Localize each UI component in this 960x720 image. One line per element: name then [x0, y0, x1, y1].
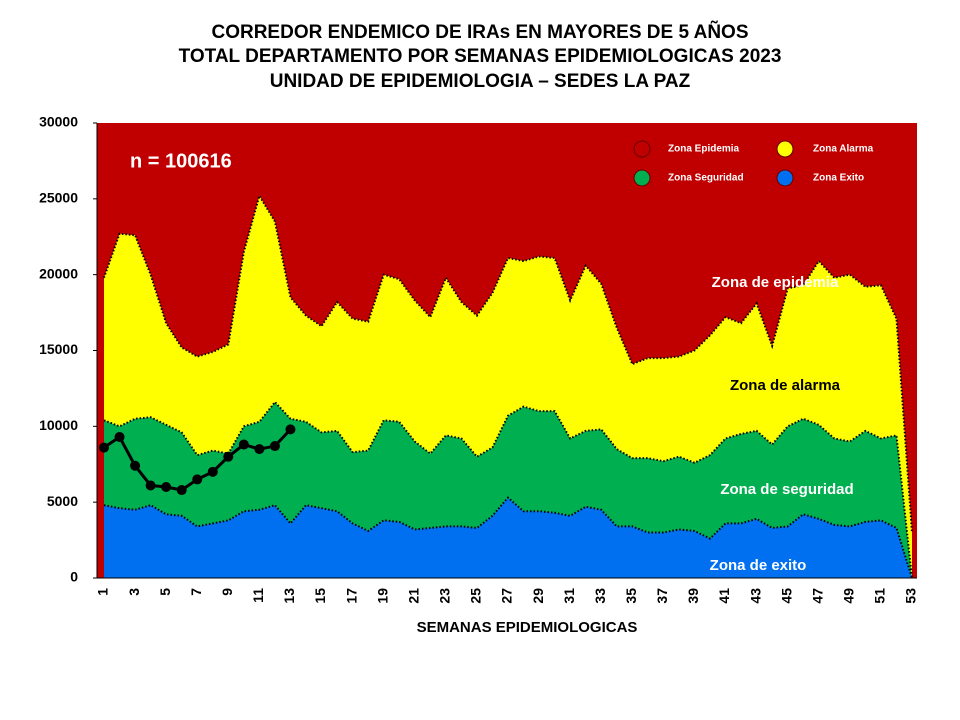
y-tick-label: 10000	[39, 417, 78, 433]
annotation: Zona de seguridad	[720, 481, 853, 498]
x-tick-label: 51	[872, 588, 888, 604]
observed-point	[223, 451, 234, 462]
x-tick-label: 15	[312, 588, 328, 604]
annotation: Zona de alarma	[730, 377, 841, 394]
legend-swatch	[633, 169, 651, 187]
observed-point	[114, 431, 125, 442]
observed-point	[99, 442, 109, 453]
x-tick-label: 37	[654, 588, 670, 604]
x-tick-label: 23	[437, 588, 453, 604]
y-tick-label: 25000	[39, 190, 78, 206]
x-tick-label: 53	[903, 588, 919, 604]
zone-border	[103, 496, 913, 579]
annotation: n = 100616	[130, 150, 232, 172]
annotation: Zona de exito	[710, 557, 807, 574]
y-tick-label: 15000	[39, 341, 78, 357]
y-tick-label: 0	[70, 569, 78, 585]
x-tick-label: 31	[561, 588, 577, 604]
x-tick-label: 3	[126, 588, 142, 596]
observed-point	[254, 444, 265, 455]
observed-point	[130, 460, 141, 471]
x-tick-label: 7	[188, 588, 204, 596]
x-tick-label: 47	[809, 588, 825, 604]
legend-label: Zona Epidemia	[668, 144, 740, 155]
chart-title: TOTAL DEPARTAMENTO POR SEMANAS EPIDEMIOL…	[179, 46, 782, 67]
legend-label: Zona Alarma	[813, 144, 874, 155]
x-tick-label: 21	[405, 588, 421, 604]
annotation: Zona de epidemia	[712, 274, 839, 291]
legend-swatch	[776, 169, 794, 187]
y-tick-label: 20000	[39, 265, 78, 281]
x-tick-label: 5	[157, 588, 173, 596]
chart-title: UNIDAD DE EPIDEMIOLOGIA – SEDES LA PAZ	[270, 71, 691, 92]
x-axis-label: SEMANAS EPIDEMIOLOGICAS	[417, 619, 638, 636]
x-tick-label: 43	[747, 588, 763, 604]
legend-label: Zona Exito	[813, 173, 864, 184]
x-tick-label: 25	[468, 588, 484, 604]
x-tick-label: 19	[374, 588, 390, 604]
legend-swatch	[633, 140, 651, 158]
observed-point	[285, 424, 296, 435]
observed-point	[238, 439, 249, 450]
zone-border	[103, 400, 913, 579]
y-tick-label: 5000	[47, 493, 78, 509]
y-tick-label: 30000	[39, 114, 78, 130]
x-tick-label: 49	[841, 588, 857, 604]
x-tick-label: 33	[592, 588, 608, 604]
zone-border	[103, 193, 913, 533]
x-tick-label: 9	[219, 588, 235, 596]
observed-point	[207, 466, 218, 477]
x-tick-label: 45	[778, 588, 794, 604]
x-tick-label: 1	[95, 588, 111, 596]
observed-point	[192, 474, 203, 485]
legend-label: Zona Seguridad	[668, 173, 744, 184]
chart-title: CORREDOR ENDEMICO DE IRAs EN MAYORES DE …	[211, 21, 748, 43]
x-tick-label: 27	[499, 588, 515, 604]
x-tick-label: 41	[716, 588, 732, 604]
x-tick-label: 29	[530, 588, 546, 604]
x-tick-label: 11	[250, 588, 266, 603]
observed-point	[145, 480, 156, 491]
legend-swatch	[776, 140, 794, 158]
x-tick-label: 13	[281, 588, 297, 604]
x-tick-label: 35	[623, 588, 639, 604]
observed-point	[176, 485, 187, 496]
x-tick-label: 17	[343, 588, 359, 604]
zone-area	[104, 497, 912, 578]
x-tick-label: 39	[685, 588, 701, 604]
observed-point	[161, 482, 172, 492]
observed-point	[269, 441, 280, 452]
